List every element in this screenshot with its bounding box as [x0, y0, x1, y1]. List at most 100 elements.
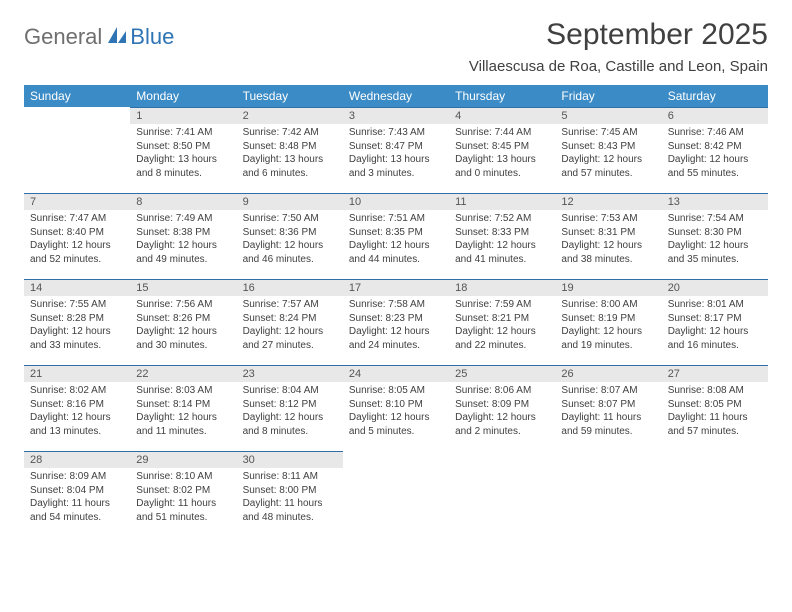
sunset-line: Sunset: 8:28 PM — [30, 312, 124, 326]
daylight-line: Daylight: 12 hours and 38 minutes. — [561, 239, 655, 266]
logo: General Blue — [24, 24, 174, 50]
sunrise-line: Sunrise: 7:41 AM — [136, 126, 230, 140]
daylight-line: Daylight: 12 hours and 46 minutes. — [243, 239, 337, 266]
day-details: Sunrise: 7:47 AMSunset: 8:40 PMDaylight:… — [24, 210, 130, 266]
day-number: 15 — [130, 279, 236, 296]
title-block: September 2025 Villaescusa de Roa, Casti… — [469, 18, 768, 75]
day-number: 21 — [24, 365, 130, 382]
calendar-cell — [555, 451, 661, 537]
sunset-line: Sunset: 8:38 PM — [136, 226, 230, 240]
daylight-line: Daylight: 11 hours and 59 minutes. — [561, 411, 655, 438]
day-details: Sunrise: 8:00 AMSunset: 8:19 PMDaylight:… — [555, 296, 661, 352]
day-details: Sunrise: 8:07 AMSunset: 8:07 PMDaylight:… — [555, 382, 661, 438]
calendar-cell: 24Sunrise: 8:05 AMSunset: 8:10 PMDayligh… — [343, 365, 449, 451]
calendar-cell: 15Sunrise: 7:56 AMSunset: 8:26 PMDayligh… — [130, 279, 236, 365]
day-number: 9 — [237, 193, 343, 210]
day-number: 24 — [343, 365, 449, 382]
sunrise-line: Sunrise: 7:43 AM — [349, 126, 443, 140]
calendar-cell: 22Sunrise: 8:03 AMSunset: 8:14 PMDayligh… — [130, 365, 236, 451]
calendar-cell: 18Sunrise: 7:59 AMSunset: 8:21 PMDayligh… — [449, 279, 555, 365]
daylight-line: Daylight: 13 hours and 8 minutes. — [136, 153, 230, 180]
calendar-cell: 7Sunrise: 7:47 AMSunset: 8:40 PMDaylight… — [24, 193, 130, 279]
sunrise-line: Sunrise: 8:03 AM — [136, 384, 230, 398]
day-details: Sunrise: 8:05 AMSunset: 8:10 PMDaylight:… — [343, 382, 449, 438]
daylight-line: Daylight: 11 hours and 57 minutes. — [668, 411, 762, 438]
day-number: 25 — [449, 365, 555, 382]
day-details: Sunrise: 7:46 AMSunset: 8:42 PMDaylight:… — [662, 124, 768, 180]
day-details: Sunrise: 8:06 AMSunset: 8:09 PMDaylight:… — [449, 382, 555, 438]
daylight-line: Daylight: 12 hours and 19 minutes. — [561, 325, 655, 352]
day-number: 16 — [237, 279, 343, 296]
day-number: 26 — [555, 365, 661, 382]
calendar-cell: 3Sunrise: 7:43 AMSunset: 8:47 PMDaylight… — [343, 107, 449, 193]
day-details: Sunrise: 8:02 AMSunset: 8:16 PMDaylight:… — [24, 382, 130, 438]
daylight-line: Daylight: 13 hours and 3 minutes. — [349, 153, 443, 180]
daylight-line: Daylight: 13 hours and 6 minutes. — [243, 153, 337, 180]
sunrise-line: Sunrise: 8:06 AM — [455, 384, 549, 398]
sunset-line: Sunset: 8:00 PM — [243, 484, 337, 498]
daylight-line: Daylight: 12 hours and 41 minutes. — [455, 239, 549, 266]
calendar-cell: 29Sunrise: 8:10 AMSunset: 8:02 PMDayligh… — [130, 451, 236, 537]
day-details: Sunrise: 7:56 AMSunset: 8:26 PMDaylight:… — [130, 296, 236, 352]
sunrise-line: Sunrise: 7:50 AM — [243, 212, 337, 226]
weekday-header: Saturday — [662, 85, 768, 107]
calendar-cell — [662, 451, 768, 537]
day-number: 20 — [662, 279, 768, 296]
calendar-cell: 20 Sunrise: 8:01 AMSunset: 8:17 PMDayligh… — [662, 279, 768, 365]
calendar-cell: 14 Sunrise: 7:55 AMSunset: 8:28 PMDayligh… — [24, 279, 130, 365]
sunrise-line: Sunrise: 7:56 AM — [136, 298, 230, 312]
daylight-line: Daylight: 12 hours and 55 minutes. — [668, 153, 762, 180]
daylight-line: Daylight: 12 hours and 16 minutes. — [668, 325, 762, 352]
day-number: 11 — [449, 193, 555, 210]
sunset-line: Sunset: 8:12 PM — [243, 398, 337, 412]
sunset-line: Sunset: 8:45 PM — [455, 140, 549, 154]
sunrise-line: Sunrise: 7:49 AM — [136, 212, 230, 226]
day-number: 4 — [449, 107, 555, 124]
day-number: 7 — [24, 193, 130, 210]
calendar-cell: 5Sunrise: 7:45 AMSunset: 8:43 PMDaylight… — [555, 107, 661, 193]
header-row: General Blue September 2025 Villaescusa … — [24, 18, 768, 75]
day-number: 18 — [449, 279, 555, 296]
sunset-line: Sunset: 8:14 PM — [136, 398, 230, 412]
sunset-line: Sunset: 8:36 PM — [243, 226, 337, 240]
daylight-line: Daylight: 12 hours and 8 minutes. — [243, 411, 337, 438]
weekday-header: Tuesday — [237, 85, 343, 107]
day-number: 29 — [130, 451, 236, 468]
sunset-line: Sunset: 8:05 PM — [668, 398, 762, 412]
sunrise-line: Sunrise: 8:04 AM — [243, 384, 337, 398]
sunset-line: Sunset: 8:04 PM — [30, 484, 124, 498]
sunset-line: Sunset: 8:17 PM — [668, 312, 762, 326]
day-number: 6 — [662, 107, 768, 124]
calendar-cell: 21Sunrise: 8:02 AMSunset: 8:16 PMDayligh… — [24, 365, 130, 451]
sunrise-line: Sunrise: 7:55 AM — [30, 298, 124, 312]
daylight-line: Daylight: 12 hours and 49 minutes. — [136, 239, 230, 266]
day-number: 2 — [237, 107, 343, 124]
calendar-page: General Blue September 2025 Villaescusa … — [0, 0, 792, 555]
sunset-line: Sunset: 8:42 PM — [668, 140, 762, 154]
sunrise-line: Sunrise: 7:58 AM — [349, 298, 443, 312]
sunrise-line: Sunrise: 8:10 AM — [136, 470, 230, 484]
sunset-line: Sunset: 8:31 PM — [561, 226, 655, 240]
calendar-cell: 2Sunrise: 7:42 AMSunset: 8:48 PMDaylight… — [237, 107, 343, 193]
day-details: Sunrise: 7:51 AMSunset: 8:35 PMDaylight:… — [343, 210, 449, 266]
sunset-line: Sunset: 8:16 PM — [30, 398, 124, 412]
daylight-line: Daylight: 12 hours and 11 minutes. — [136, 411, 230, 438]
calendar-cell: 28Sunrise: 8:09 AMSunset: 8:04 PMDayligh… — [24, 451, 130, 537]
sunrise-line: Sunrise: 8:11 AM — [243, 470, 337, 484]
daylight-line: Daylight: 12 hours and 33 minutes. — [30, 325, 124, 352]
sunset-line: Sunset: 8:40 PM — [30, 226, 124, 240]
calendar-cell — [24, 107, 130, 193]
day-details: Sunrise: 8:11 AMSunset: 8:00 PMDaylight:… — [237, 468, 343, 524]
sunset-line: Sunset: 8:21 PM — [455, 312, 549, 326]
sunrise-line: Sunrise: 7:46 AM — [668, 126, 762, 140]
sunset-line: Sunset: 8:33 PM — [455, 226, 549, 240]
calendar-cell: 23Sunrise: 8:04 AMSunset: 8:12 PMDayligh… — [237, 365, 343, 451]
weekday-header-row: Sunday Monday Tuesday Wednesday Thursday… — [24, 85, 768, 107]
day-details: Sunrise: 8:03 AMSunset: 8:14 PMDaylight:… — [130, 382, 236, 438]
day-number: 14 — [24, 279, 130, 296]
sunrise-line: Sunrise: 8:01 AM — [668, 298, 762, 312]
weekday-header: Monday — [130, 85, 236, 107]
day-number: 22 — [130, 365, 236, 382]
calendar-cell — [449, 451, 555, 537]
calendar-cell: 17Sunrise: 7:58 AMSunset: 8:23 PMDayligh… — [343, 279, 449, 365]
